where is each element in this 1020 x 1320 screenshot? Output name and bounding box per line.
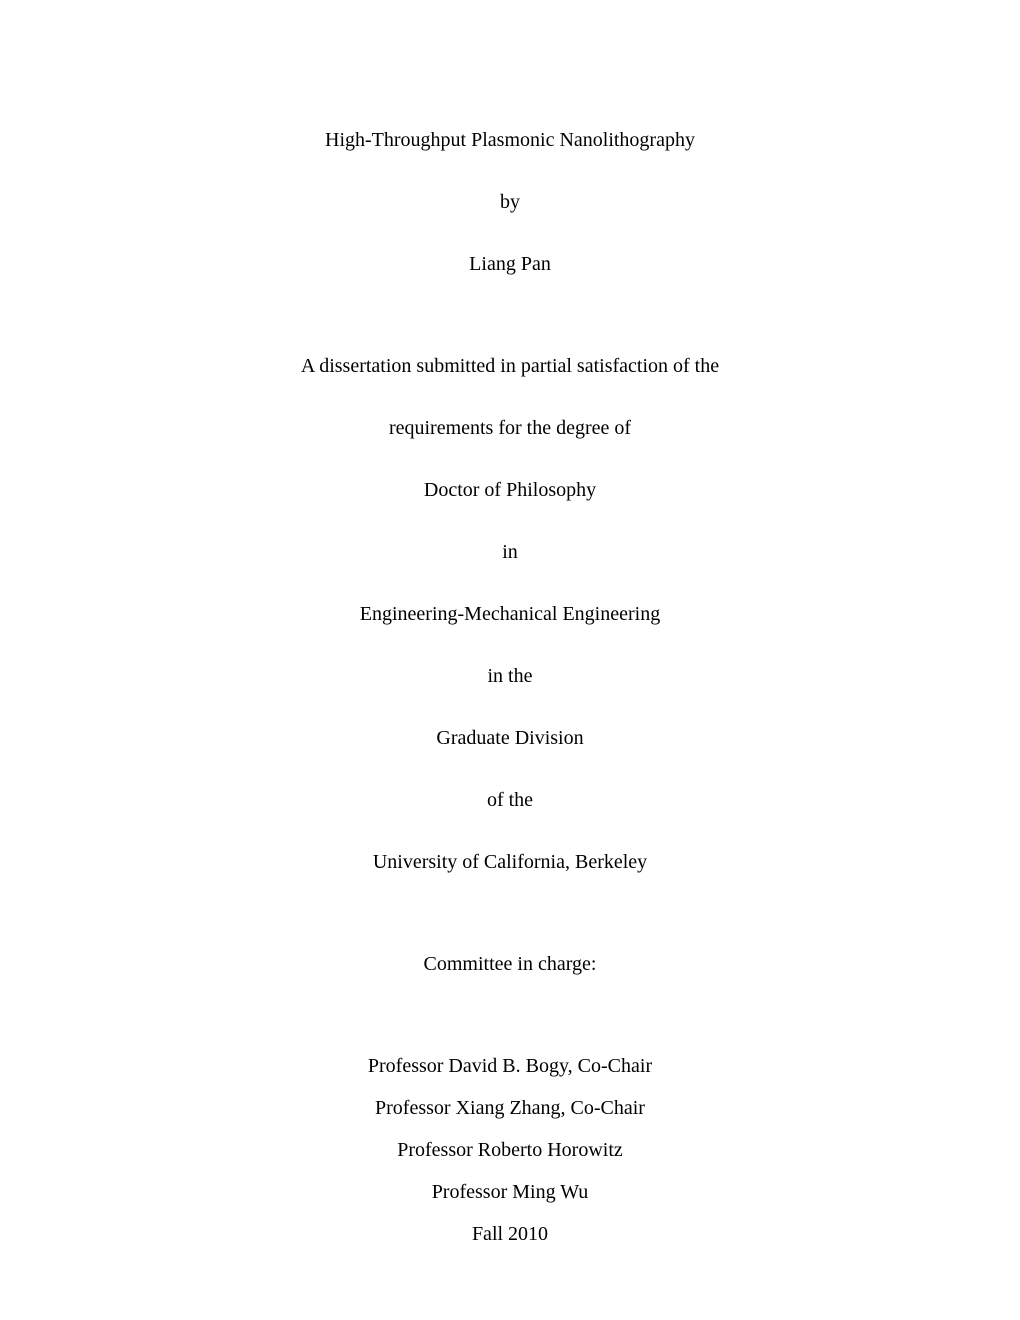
author-name: Liang Pan [120, 252, 900, 276]
university-name: University of California, Berkeley [120, 850, 900, 874]
committee-member: Professor Xiang Zhang, Co-Chair [120, 1096, 900, 1120]
dissertation-title: High-Throughput Plasmonic Nanolithograph… [120, 128, 900, 152]
degree-name: Doctor of Philosophy [120, 478, 900, 502]
by-label: by [120, 190, 900, 214]
in-the-label: in the [120, 664, 900, 688]
statement-line-2: requirements for the degree of [120, 416, 900, 440]
division-name: Graduate Division [120, 726, 900, 750]
term-date: Fall 2010 [120, 1222, 900, 1246]
in-label-1: in [120, 540, 900, 564]
department-name: Engineering-Mechanical Engineering [120, 602, 900, 626]
committee-heading: Committee in charge: [120, 952, 900, 976]
title-page: High-Throughput Plasmonic Nanolithograph… [120, 128, 900, 1246]
committee-member: Professor Ming Wu [120, 1180, 900, 1204]
committee-member: Professor David B. Bogy, Co-Chair [120, 1054, 900, 1078]
committee-member: Professor Roberto Horowitz [120, 1138, 900, 1162]
of-the-label: of the [120, 788, 900, 812]
statement-line-1: A dissertation submitted in partial sati… [120, 354, 900, 378]
